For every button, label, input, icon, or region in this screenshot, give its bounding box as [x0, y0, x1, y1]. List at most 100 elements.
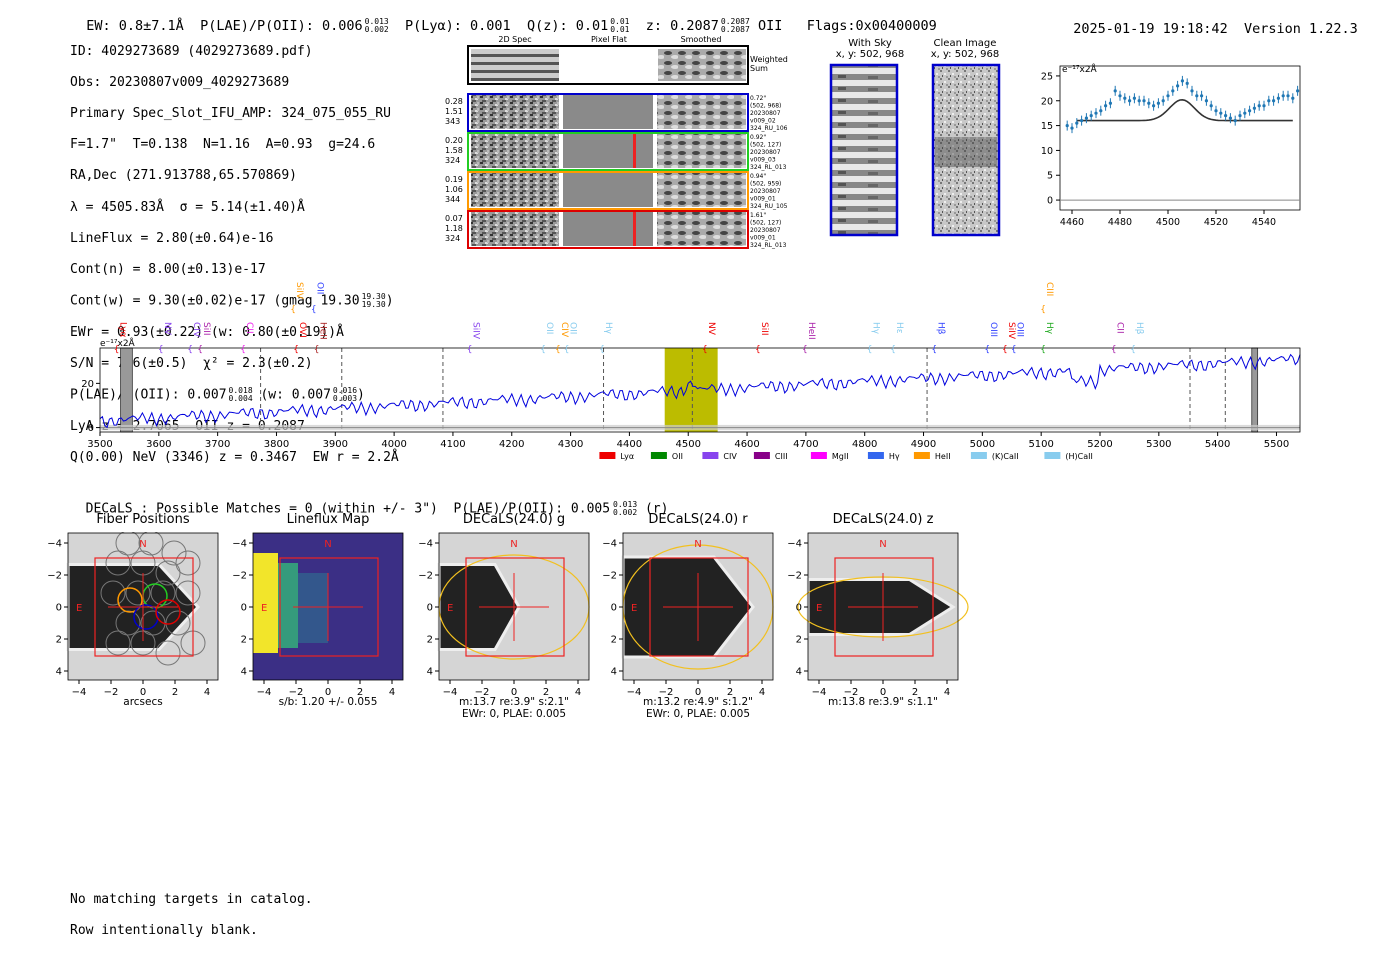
decals-title-hi: 0.013 — [613, 500, 638, 509]
spectrum-line-label: OVI — [297, 322, 307, 338]
sum-label: Sum — [750, 64, 768, 73]
zoom-model-line — [1076, 98, 1293, 122]
spectrum-xtick-label: 5500 — [1264, 439, 1289, 450]
info-contw-hi: 19.30 — [361, 292, 386, 302]
panel-ytick-label: −4 — [787, 539, 802, 550]
spectrum-xtick-label: 5000 — [970, 439, 995, 450]
zoom-data-point — [1209, 104, 1213, 108]
north-label: N — [510, 539, 517, 550]
row-label-l4: v009_01 — [750, 196, 776, 203]
panel-ytick-label: −4 — [418, 539, 433, 550]
legend-label: Hγ — [889, 452, 900, 461]
row-label-l5: 324_RU_105 — [750, 203, 788, 210]
spectrum-line-brace: { — [1130, 345, 1136, 355]
panel-xtick-label: −2 — [844, 687, 859, 698]
info-plae-lo: 0.004 — [228, 394, 253, 404]
zoom-data-point — [1118, 94, 1122, 98]
spectrum-line-brace: { — [890, 345, 896, 355]
header-version: Version 1.22.3 — [1243, 21, 1358, 37]
header-flags: Flags:0x00400009 — [806, 18, 937, 34]
info-primary: Primary Spec_Slot_IFU_AMP: 324_075_055_R… — [70, 105, 391, 121]
spectrum-line-brace: { — [802, 345, 808, 355]
east-label: E — [631, 603, 637, 614]
zoom-data-point — [1156, 101, 1160, 105]
zoom-data-point — [1291, 96, 1295, 100]
spectrum-line-label: SiIV — [1006, 322, 1016, 340]
spectrum-chart: e⁻¹⁷x2Å 3500 3600 3700 3800 3900 4000 4100 4200… — [81, 282, 1301, 461]
row-label-l3: 20230807 — [750, 110, 781, 117]
zoom-data-point — [1070, 126, 1074, 130]
lineflux-mid-region — [298, 573, 328, 643]
zoom-data-point — [1200, 94, 1204, 98]
spectrum-line-brace: { — [984, 345, 990, 355]
aperture-box — [834, 557, 934, 657]
zoom-data-point — [1137, 99, 1141, 103]
decals-title-band: (r) — [644, 501, 669, 517]
row-label-l2: (502, 127) — [750, 220, 781, 227]
panel-xtick-label: −4 — [627, 687, 642, 698]
row-weight-c: 324 — [445, 234, 460, 243]
header-z: z: 0.2087 — [645, 18, 719, 34]
clean-xy: x, y: 502, 968 — [930, 49, 1000, 60]
spectrum-line-brace: { — [564, 345, 570, 355]
zoom-data-point — [1195, 94, 1199, 98]
info-id: ID: 4029273689 (4029273689.pdf) — [70, 43, 313, 59]
cutout-grid: 2D Spec Pixel Flat Smoothed Weighted Sum… — [445, 35, 788, 249]
panel-xtick-label: 0 — [325, 687, 331, 698]
info-contw-row: Cont(w) = 9.30(±0.02)e-17 (gmag 19.30 19.… — [70, 292, 394, 310]
decals-title-row: DECaLS : Possible Matches = 0 (within +/… — [70, 486, 669, 517]
fiber-circle — [115, 532, 141, 556]
panel-ytick-label: 2 — [427, 635, 433, 646]
zoom-ytick-label: 5 — [1047, 171, 1053, 182]
row-label-l3: 20230807 — [750, 227, 781, 234]
zoom-data-point — [1296, 89, 1300, 93]
info-plae-row: P(LAE)/P(OII): 0.007 0.018 0.004 (w: 0.007… — [70, 386, 365, 404]
zoom-data-point — [1219, 111, 1223, 115]
row-label-l4: v009_02 — [750, 118, 776, 125]
sky-images — [829, 63, 1001, 237]
fiber-circle — [100, 580, 126, 606]
panel-ytick-label: 0 — [796, 603, 802, 614]
zoom-data-point — [1166, 94, 1170, 98]
spectrum-line-label: SiII — [201, 322, 211, 336]
spectrum-line-label: CIV — [559, 322, 569, 338]
decals-panel: DECaLS(24.0) g N E −4 4 −2 2 0 0 2 −2 4 −4 m:13.7 re:… — [409, 512, 609, 727]
fiber-orange — [117, 587, 143, 613]
fiber-circle — [175, 550, 201, 576]
with-sky-xy: x, y: 502, 968 — [835, 49, 905, 60]
legend-label: OII — [672, 452, 683, 461]
spectrum-xtick-label: 3500 — [87, 439, 112, 450]
spectrum-xtick-label: 4300 — [558, 439, 583, 450]
decals-panel-plot: N E −4 4 −2 2 0 0 2 −2 4 −4 — [602, 532, 774, 698]
zoom-xtick-label: 4540 — [1252, 217, 1276, 228]
zoom-data-point — [1099, 109, 1103, 113]
panel-ytick-label: 4 — [241, 667, 247, 678]
zoom-data-point — [1075, 121, 1079, 125]
detection-info: ID: 4029273689 (4029273689.pdf) Obs: 202… — [70, 28, 399, 481]
legend-swatch — [970, 452, 987, 459]
decals-title: DECaLS : Possible Matches = 0 (within +/… — [85, 501, 611, 517]
panel-caption-1: s/b: 1.20 +/- 0.055 — [278, 696, 378, 708]
row-weight-a: 0.28 — [445, 97, 463, 106]
spectrum-ytick-label: 0 — [88, 423, 94, 434]
legend-label: (K)CaII — [992, 452, 1019, 461]
spectrum-line-brace: { — [240, 345, 246, 355]
info-plae-hi: 0.018 — [228, 386, 253, 396]
spectrum-line-brace: { — [1011, 345, 1017, 355]
panel-xtick-label: 4 — [575, 687, 581, 698]
spectrum-line-label: SiIV — [294, 282, 304, 300]
clean-image — [931, 63, 1001, 237]
zoom-data-point — [1094, 111, 1098, 115]
zoom-data-point — [1171, 89, 1175, 93]
row-label-l1: 1.61" — [750, 212, 766, 219]
decals-panel-plot: N E −4 4 −2 2 0 0 2 −2 4 −4 — [47, 532, 219, 698]
info-f: F=1.7" T=0.138 N=1.16 A=0.93 g=24.6 — [70, 137, 376, 153]
east-label: E — [76, 603, 82, 614]
info-ewr: EWr = 0.93(±0.22) (w: 0.80(±0.19))Å — [70, 324, 344, 340]
spectrum-line-label: SiIV — [471, 322, 481, 340]
row-2d-image — [471, 212, 559, 246]
info-obs: Obs: 20230807v009_4029273689 — [70, 74, 290, 90]
info-plae-w-lo: 0.003 — [332, 394, 358, 404]
zoom-data-point — [1233, 119, 1237, 123]
with-sky-title: With Sky x, y: 502, 968 — [820, 38, 920, 60]
